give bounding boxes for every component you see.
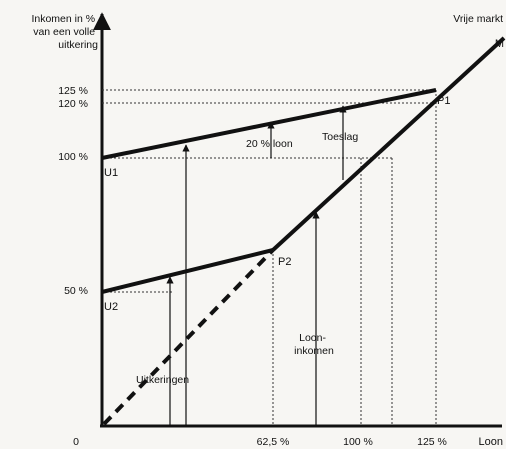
loon-inkomen-label: Loon- inkomen bbox=[294, 332, 334, 357]
guide-lines bbox=[102, 89, 437, 426]
toeslag-label: Toeslag bbox=[322, 131, 358, 143]
y-tick-125: 125 % bbox=[58, 85, 88, 97]
x-tick-62-5: 62,5 % bbox=[257, 436, 290, 448]
x-axis-title: Loon bbox=[479, 436, 503, 448]
point-label-p2: P2 bbox=[278, 256, 291, 268]
arrows bbox=[166, 105, 347, 426]
rising-line-p2-m bbox=[271, 36, 506, 252]
benefit-line bbox=[102, 248, 275, 426]
point-label-u1: U1 bbox=[104, 167, 118, 179]
point-label-p1: P1 bbox=[437, 95, 450, 107]
point-label-m: M bbox=[495, 38, 504, 50]
x-tick-100: 100 % bbox=[343, 436, 373, 448]
lower-line-u2-p2 bbox=[101, 248, 274, 294]
y-tick-120: 120 % bbox=[58, 98, 88, 110]
wage-20-label: 20 % loon bbox=[246, 138, 293, 150]
x-tick-125: 125 % bbox=[417, 436, 447, 448]
y-tick-100: 100 % bbox=[58, 151, 88, 163]
x-origin-label: 0 bbox=[73, 436, 79, 448]
point-label-u2: U2 bbox=[104, 301, 118, 313]
uitkeringen-label: Uitkeringen bbox=[136, 374, 189, 386]
y-axis-title: Inkomen in % van een volle uitkering bbox=[31, 13, 98, 51]
market-label: Vrije markt bbox=[453, 13, 503, 25]
y-tick-50: 50 % bbox=[64, 285, 88, 297]
